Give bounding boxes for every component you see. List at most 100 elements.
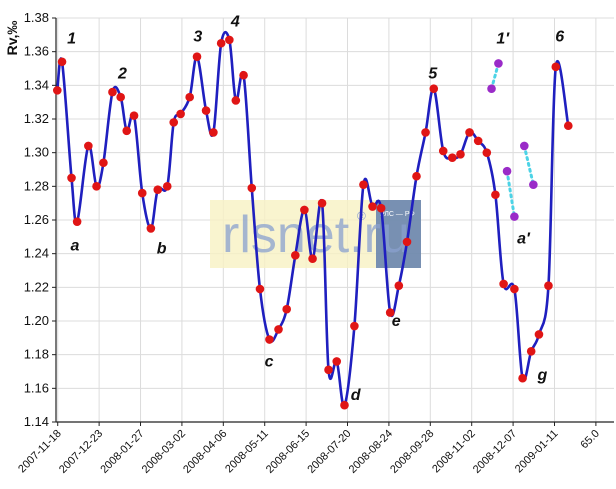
- y-tick-label: 1.14: [24, 414, 49, 429]
- annotation-label: 3: [193, 29, 202, 46]
- annotation-label: 1: [67, 30, 76, 47]
- series-0-point: [169, 118, 179, 127]
- y-tick-label: 1.20: [24, 313, 49, 328]
- series-0-point: [146, 224, 156, 233]
- series-1-point: [520, 141, 529, 151]
- series-1-point: [510, 212, 519, 221]
- annotation-label: 2: [117, 66, 127, 83]
- series-0-point: [265, 335, 274, 344]
- annotation-label: e: [392, 313, 401, 330]
- series-0-point: [421, 128, 430, 137]
- series-1-point: [487, 84, 496, 93]
- series-0-point: [308, 254, 317, 264]
- series-0-point: [216, 38, 226, 48]
- series-0-point: [551, 62, 561, 72]
- series-0: [52, 30, 573, 410]
- y-tick-label: 1.38: [24, 10, 49, 25]
- series-0-point: [518, 373, 527, 383]
- series-0-point: [394, 281, 404, 290]
- annotation-label: 6: [555, 29, 564, 46]
- series-0-point: [534, 330, 544, 339]
- series-0-point: [185, 92, 194, 102]
- series-0-point: [255, 284, 265, 294]
- series-0-point: [231, 96, 241, 105]
- series-0-point: [99, 158, 108, 168]
- annotation-label: c: [265, 353, 274, 370]
- y-tick-label: 1.28: [24, 178, 49, 193]
- series-0-point: [473, 136, 483, 146]
- series-0-point: [385, 308, 395, 317]
- series-0-point: [332, 357, 342, 366]
- series-0-point: [447, 153, 457, 163]
- series-0-point: [282, 304, 292, 314]
- series-0-point: [491, 190, 500, 200]
- series-0-point: [209, 128, 218, 137]
- series-0-point: [137, 188, 147, 198]
- series-0-point: [162, 182, 172, 191]
- series-0-point: [376, 203, 386, 213]
- series-0-point: [300, 205, 309, 215]
- series-0-point: [57, 57, 67, 67]
- annotations: 1 2 3 4 5 1′ 6 a b c d e a′ g: [67, 13, 564, 404]
- annotation-label: 5: [428, 66, 438, 83]
- series-0-point: [324, 365, 333, 375]
- series-0-point: [84, 141, 93, 151]
- annotation-label: b: [157, 241, 167, 258]
- series-0-point: [192, 52, 202, 62]
- series-0-point: [412, 171, 421, 181]
- axes: [52, 17, 614, 426]
- series-0-point: [368, 202, 377, 211]
- series-0-point: [465, 128, 474, 137]
- series-0-point: [317, 198, 327, 208]
- series-0-point: [122, 126, 132, 136]
- series-0-point: [456, 150, 465, 159]
- series-0-point: [291, 251, 300, 260]
- series-0-point: [225, 35, 234, 45]
- series-0-point: [526, 347, 536, 356]
- y-axis-label: Rv,‰: [4, 21, 20, 56]
- y-tick-label: 1.34: [24, 77, 49, 92]
- series-1-point: [494, 59, 503, 68]
- y-tick-label: 1.36: [24, 44, 49, 59]
- series-0-point: [92, 182, 101, 191]
- y-tick-label: 1.24: [24, 246, 49, 261]
- series-0-point: [274, 325, 283, 334]
- annotation-label: 1′: [496, 30, 510, 47]
- series-0-point: [499, 279, 508, 289]
- series-0-point: [67, 173, 76, 183]
- series-0-point: [350, 321, 359, 331]
- series-1-segment: [522, 144, 535, 187]
- series-0-point: [72, 217, 82, 226]
- series: [52, 30, 573, 410]
- watermark-badge-text: РЛС — РФ: [380, 211, 415, 218]
- series-1-segment: [490, 61, 500, 91]
- y-tick-label: 1.22: [24, 279, 49, 294]
- series-0-point: [129, 111, 139, 120]
- series-0-point: [402, 237, 412, 247]
- series-0-point: [52, 86, 62, 95]
- annotation-label: g: [537, 367, 548, 384]
- series-0-point: [176, 109, 185, 119]
- annotation-label: d: [351, 387, 362, 404]
- series-1-point: [502, 166, 512, 176]
- series-0-point: [116, 92, 125, 102]
- series-1-point: [529, 180, 538, 189]
- series-0-point: [153, 185, 163, 194]
- y-tick-label: 1.30: [24, 145, 49, 160]
- series-0-point: [438, 146, 448, 156]
- y-tick-label: 1.18: [24, 347, 49, 362]
- series-1: [487, 59, 538, 221]
- series-0-point: [429, 84, 439, 93]
- series-0-point: [359, 180, 368, 189]
- y-tick-label: 1.26: [24, 212, 49, 227]
- series-0-line: [55, 30, 570, 407]
- series-0-point: [482, 148, 492, 157]
- annotation-label: a: [71, 237, 80, 254]
- y-axis-ticks: 1.14 1.16 1.18 1.20 1.22 1.24 1.26 1.28 1.30 1.32…: [24, 10, 49, 429]
- annotation-label: 4: [230, 13, 240, 30]
- series-0-point: [544, 281, 553, 290]
- series-0-point: [201, 106, 211, 115]
- series-0-point: [247, 183, 257, 193]
- annotation-label: a′: [517, 231, 531, 248]
